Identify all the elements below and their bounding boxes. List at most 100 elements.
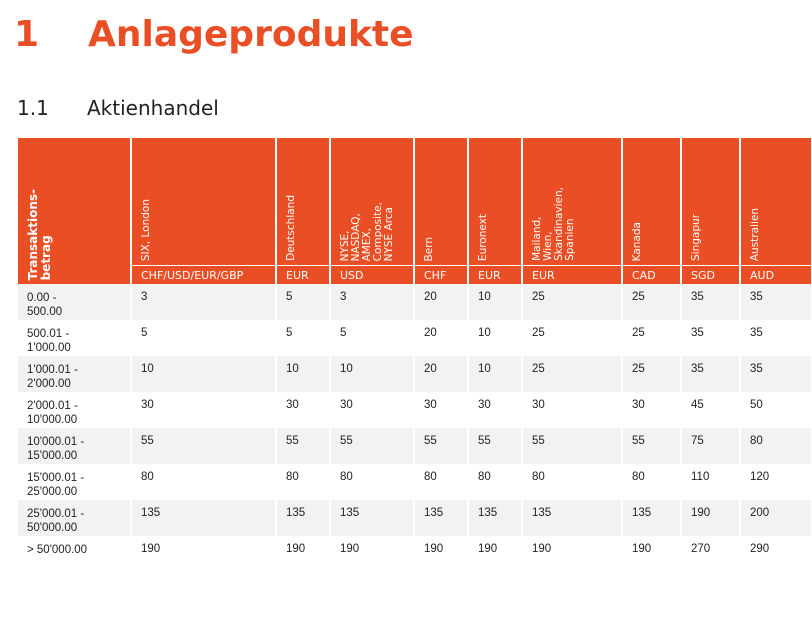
subsection-heading: 1.1 Aktienhandel: [17, 92, 219, 124]
fee-cell: 110: [681, 464, 741, 500]
fee-cell: 55: [131, 428, 277, 464]
fee-cell: 10: [468, 320, 523, 356]
column-header-singapur: Singapur: [681, 138, 741, 266]
fee-cell: 20: [414, 284, 469, 320]
fee-cell: 10: [468, 284, 523, 320]
fee-cell: 75: [681, 428, 741, 464]
fee-cell: 25: [522, 284, 623, 320]
transaction-amount-label: Transaktions- betrag: [26, 188, 53, 280]
fee-cell: 80: [522, 464, 623, 500]
transaction-amount-header: Transaktions- betrag: [18, 138, 132, 284]
fee-cell: 25: [622, 356, 682, 392]
fee-cell: 30: [414, 392, 469, 428]
fee-cell: 80: [330, 464, 415, 500]
fee-cell: 3: [330, 284, 415, 320]
table-row: 0.00 - 500.00 3 5 3 20 10 25 25 35 35: [18, 284, 812, 320]
amount-range-cell: > 50'000.00: [18, 536, 132, 572]
fee-cell: 120: [740, 464, 812, 500]
currency-label: AUD: [740, 265, 812, 284]
currency-label: USD: [330, 265, 415, 284]
fee-cell: 30: [622, 392, 682, 428]
fee-cell: 30: [468, 392, 523, 428]
fee-cell: 80: [414, 464, 469, 500]
table-row: 15'000.01 - 25'000.00 80 80 80 80 80 80 80 110 12…: [18, 464, 812, 500]
fee-cell: 80: [740, 428, 812, 464]
amount-range-cell: 0.00 - 500.00: [18, 284, 132, 320]
market-label: Deutschland: [285, 195, 297, 261]
amount-range-cell: 500.01 - 1'000.00: [18, 320, 132, 356]
market-label: Mailand, Wien, Skandinavien, Spanien: [531, 187, 576, 261]
fee-cell: 135: [131, 500, 277, 536]
subsection-number: 1.1: [17, 96, 49, 120]
table-row: > 50'000.00 190 190 190 190 190 190 190 270 290: [18, 536, 812, 572]
fee-cell: 10: [330, 356, 415, 392]
fee-cell: 5: [276, 284, 331, 320]
currency-label: SGD: [681, 265, 741, 284]
fee-cell: 55: [468, 428, 523, 464]
table-row: 500.01 - 1'000.00 5 5 5 20 10 25 25 35 35: [18, 320, 812, 356]
column-header-kanada: Kanada: [622, 138, 682, 266]
fee-cell: 135: [414, 500, 469, 536]
currency-label: EUR: [468, 265, 523, 284]
fee-table: Transaktions- betrag SIX, London Deutschl…: [18, 138, 812, 572]
fee-cell: 25: [622, 320, 682, 356]
fee-cell: 5: [330, 320, 415, 356]
fee-cell: 20: [414, 356, 469, 392]
currency-label: EUR: [276, 265, 331, 284]
subsection-title: Aktienhandel: [87, 96, 219, 120]
fee-cell: 135: [330, 500, 415, 536]
market-label: Bern: [423, 236, 435, 261]
amount-range-cell: 2'000.01 - 10'000.00: [18, 392, 132, 428]
fee-cell: 35: [740, 284, 812, 320]
column-header-deutschland: Deutschland: [276, 138, 331, 266]
fee-cell: 25: [522, 356, 623, 392]
fee-cell: 55: [330, 428, 415, 464]
fee-cell: 290: [740, 536, 812, 572]
amount-range-cell: 10'000.01 - 15'000.00: [18, 428, 132, 464]
fee-cell: 80: [622, 464, 682, 500]
fee-cell: 35: [681, 320, 741, 356]
fee-cell: 10: [131, 356, 277, 392]
fee-cell: 135: [276, 500, 331, 536]
section-heading: 1 Anlageprodukte: [14, 6, 414, 62]
fee-cell: 55: [276, 428, 331, 464]
table-row: 10'000.01 - 15'000.00 55 55 55 55 55 55 55 75 80: [18, 428, 812, 464]
fee-cell: 45: [681, 392, 741, 428]
fee-cell: 20: [414, 320, 469, 356]
currency-label: CAD: [622, 265, 682, 284]
fee-cell: 190: [522, 536, 623, 572]
fee-cell: 5: [131, 320, 277, 356]
fee-cell: 135: [468, 500, 523, 536]
column-header-euronext: Euronext: [468, 138, 523, 266]
column-header-mailand: Mailand, Wien, Skandinavien, Spanien: [522, 138, 623, 266]
fee-cell: 30: [522, 392, 623, 428]
fee-cell: 190: [276, 536, 331, 572]
fee-cell: 190: [330, 536, 415, 572]
amount-range-cell: 1'000.01 - 2'000.00: [18, 356, 132, 392]
fee-cell: 200: [740, 500, 812, 536]
fee-cell: 135: [522, 500, 623, 536]
fee-cell: 190: [622, 536, 682, 572]
section-number: 1: [14, 13, 40, 55]
currency-label: CHF: [414, 265, 469, 284]
market-label: Euronext: [477, 213, 489, 261]
fee-cell: 30: [330, 392, 415, 428]
fee-cell: 5: [276, 320, 331, 356]
currency-label: EUR: [522, 265, 623, 284]
column-header-nyse: NYSE, NASDAQ, AMEX, Composite, NYSE Arca: [330, 138, 415, 266]
fee-cell: 35: [681, 284, 741, 320]
column-header-bern: Bern: [414, 138, 469, 266]
market-label: Australien: [749, 207, 761, 261]
amount-range-cell: 25'000.01 - 50'000.00: [18, 500, 132, 536]
fee-cell: 3: [131, 284, 277, 320]
fee-cell: 55: [414, 428, 469, 464]
column-header-six-london: SIX, London: [131, 138, 277, 266]
currency-label: CHF/USD/EUR/GBP: [131, 265, 277, 284]
fee-cell: 190: [468, 536, 523, 572]
fee-cell: 25: [622, 284, 682, 320]
table-row: 1'000.01 - 2'000.00 10 10 10 20 10 25 25 35 35: [18, 356, 812, 392]
market-label: NYSE, NASDAQ, AMEX, Composite, NYSE Arca: [339, 201, 395, 261]
fee-cell: 35: [740, 320, 812, 356]
fee-cell: 10: [468, 356, 523, 392]
section-title: Anlageprodukte: [88, 13, 414, 55]
